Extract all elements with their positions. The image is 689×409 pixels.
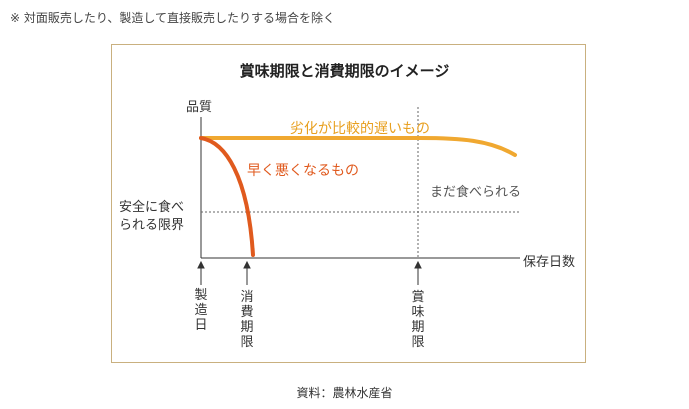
manufacture-arrow <box>197 260 205 285</box>
footnote-note: ※ 対面販売したり、製造して直接販売したりする場合を除く <box>10 11 336 25</box>
x-axis-label: 保存日数 <box>523 255 576 270</box>
fast-curve <box>199 136 255 257</box>
slow-curve-label: 劣化が比較的遅いもの <box>290 121 430 137</box>
best-before-label: 賞味期限 <box>411 290 425 350</box>
y-axis-label: 品質 <box>186 100 213 115</box>
diagram-title: 賞味期限と消費期限のイメージ <box>239 62 450 80</box>
slow-curve <box>199 136 517 157</box>
consume-by-label: 消費期限 <box>240 290 254 350</box>
best-before-arrow <box>414 260 422 285</box>
consume-by-arrow <box>243 260 251 285</box>
diagram-frame <box>111 44 586 363</box>
still-edible-label: まだ食べられる <box>430 185 522 200</box>
safety-limit-label-line2: られる限界 <box>119 218 185 233</box>
fast-curve-label: 早く悪くなるもの <box>247 163 359 179</box>
manufacture-date-label: 製造日 <box>194 288 208 333</box>
source-credit: 資料：農林水産省 <box>296 386 393 400</box>
safety-limit-label-line1: 安全に食べ <box>119 200 185 215</box>
